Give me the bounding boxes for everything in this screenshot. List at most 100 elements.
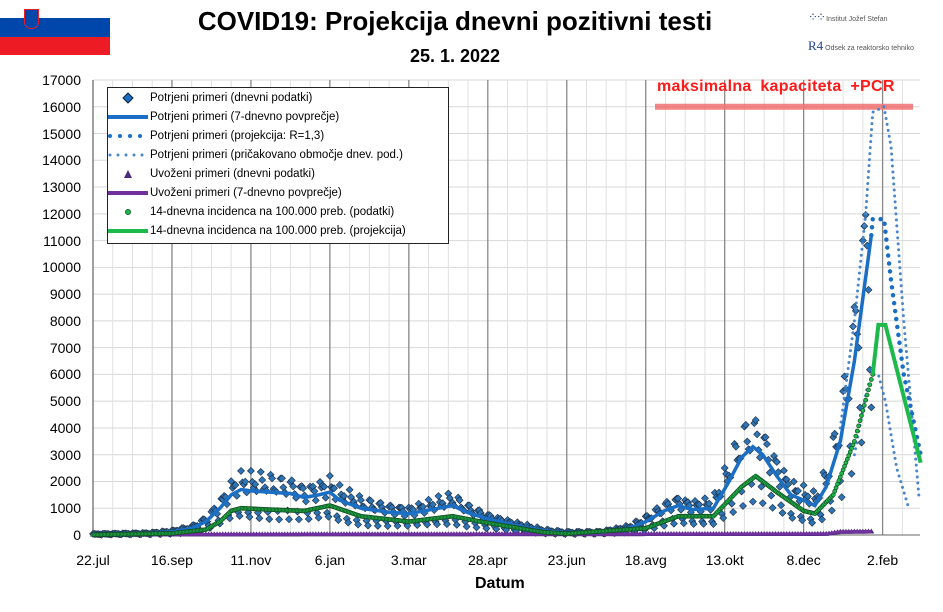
daily-case-point: [314, 513, 323, 522]
incidence-point: [859, 413, 864, 418]
daily-case-point: [423, 520, 432, 529]
daily-case-point: [265, 515, 274, 524]
x-tick-label: 28.apr: [467, 552, 508, 568]
daily-case-point: [344, 518, 353, 527]
incidence-projection-line: [870, 322, 923, 464]
daily-case-point: [340, 492, 348, 500]
y-tick-label: 12000: [42, 205, 81, 222]
daily-case-point: [237, 466, 245, 475]
institute-name: Institut Jožef Stefan: [826, 16, 888, 23]
daily-case-point: [330, 484, 339, 493]
y-tick-label: 3000: [49, 446, 81, 463]
incidence-point: [861, 402, 867, 408]
legend-label: Potrjeni primeri (projekcija: R=1,3): [150, 129, 325, 142]
legend-item: 14-dnevna incidenca na 100.000 preb. (po…: [108, 202, 394, 221]
incidence-point: [854, 428, 860, 434]
daily-case-point: [289, 482, 298, 491]
y-tick-label: 9000: [49, 286, 81, 303]
daily-case-point: [294, 515, 303, 524]
daily-case-point: [366, 496, 375, 505]
x-tick-label: 11.nov: [230, 552, 272, 568]
y-tick-label: 5000: [49, 393, 81, 410]
daily-case-point: [335, 481, 344, 489]
legend-item: Uvoženi primeri (7-dnevno povprečje): [108, 183, 342, 202]
x-tick-label: 16.sep: [150, 552, 193, 568]
y-tick-label: 16000: [42, 98, 81, 115]
daily-case-point: [235, 512, 244, 520]
incidence-point: [857, 418, 863, 424]
daily-case-point: [809, 487, 818, 496]
y-tick-label: 2000: [49, 473, 81, 490]
y-tick-label: 0: [73, 527, 81, 543]
daily-case-point: [347, 493, 355, 502]
daily-case-point: [231, 481, 240, 489]
chart-title: COVID19: Projekcija dnevni pozitivni tes…: [197, 6, 713, 36]
legend-label: Uvoženi primeri (dnevni podatki): [150, 167, 315, 180]
daily-case-point: [324, 512, 333, 521]
daily-case-point: [758, 499, 767, 508]
x-tick-label: 18.avg: [624, 552, 667, 568]
legend-label: Potrjeni primeri (pričakovano območje dn…: [150, 148, 403, 161]
daily-case-point: [741, 420, 750, 429]
incidence-point: [863, 397, 869, 403]
daily-case-point: [763, 440, 771, 449]
incidence-point: [853, 433, 859, 439]
max-capacity-label: maksimalna kapaciteta +PCR: [657, 78, 895, 95]
daily-case-point: [345, 485, 354, 494]
x-tick-label: 2.feb: [867, 552, 899, 568]
y-tick-label: 15000: [42, 125, 81, 142]
daily-case-point: [701, 494, 709, 503]
legend-item: Potrjeni primeri (7-dnevno povprečje): [108, 107, 339, 126]
legend-item: Potrjeni primeri (dnevni podatki): [108, 88, 312, 107]
expected-range-upper: [838, 104, 921, 502]
daily-case-point: [455, 496, 464, 505]
daily-case-point: [768, 503, 777, 512]
daily-case-point: [777, 501, 786, 510]
incidence-point: [856, 423, 861, 429]
daily-case-point: [788, 514, 797, 522]
daily-case-point: [320, 482, 329, 491]
daily-case-point: [794, 486, 802, 495]
daily-case-point: [287, 476, 296, 485]
y-tick-label: 10000: [42, 259, 81, 276]
x-tick-label: 6.jan: [314, 552, 346, 568]
chart-date: 25. 1. 2022: [409, 46, 501, 66]
daily-case-point: [830, 429, 839, 438]
daily-case-point: [837, 493, 846, 502]
daily-case-point: [818, 515, 826, 524]
x-tick-label: 8.dec: [786, 552, 821, 568]
daily-case-point: [268, 474, 276, 483]
daily-case-point: [403, 521, 412, 530]
legend-item: Potrjeni primeri (projekcija: R=1,3): [108, 126, 324, 145]
daily-case-point: [321, 493, 330, 502]
y-tick-label: 11000: [43, 232, 81, 249]
x-axis-title: Datum: [475, 575, 525, 592]
daily-case-point: [246, 466, 255, 475]
daily-case-point: [472, 523, 481, 532]
daily-case-point: [847, 469, 856, 478]
incidence-point: [868, 377, 874, 382]
incidence-point: [866, 387, 871, 393]
daily-case-point: [356, 496, 365, 504]
daily-case-point: [301, 497, 310, 506]
legend-item: Uvoženi primeri (dnevni podatki): [108, 164, 315, 183]
daily-case-point: [798, 516, 807, 525]
daily-case-point: [857, 438, 866, 447]
daily-case-point: [278, 474, 286, 483]
seven-day-avg-line: [92, 235, 874, 536]
daily-case-point: [743, 437, 752, 446]
daily-case-point: [827, 506, 836, 515]
daily-case-point: [767, 491, 776, 500]
x-tick-label: 3.mar: [390, 552, 427, 568]
incidence-point: [864, 392, 870, 398]
daily-case-point: [434, 492, 443, 500]
daily-case-point: [245, 513, 254, 521]
daily-case-point: [445, 494, 454, 502]
daily-case-point: [311, 496, 320, 505]
y-tick-label: 1000: [49, 500, 81, 517]
daily-case-point: [719, 514, 728, 522]
daily-case-point: [779, 466, 788, 475]
daily-case-point: [739, 501, 747, 510]
daily-case-point: [729, 508, 738, 516]
r4-logo: R4: [808, 38, 824, 53]
